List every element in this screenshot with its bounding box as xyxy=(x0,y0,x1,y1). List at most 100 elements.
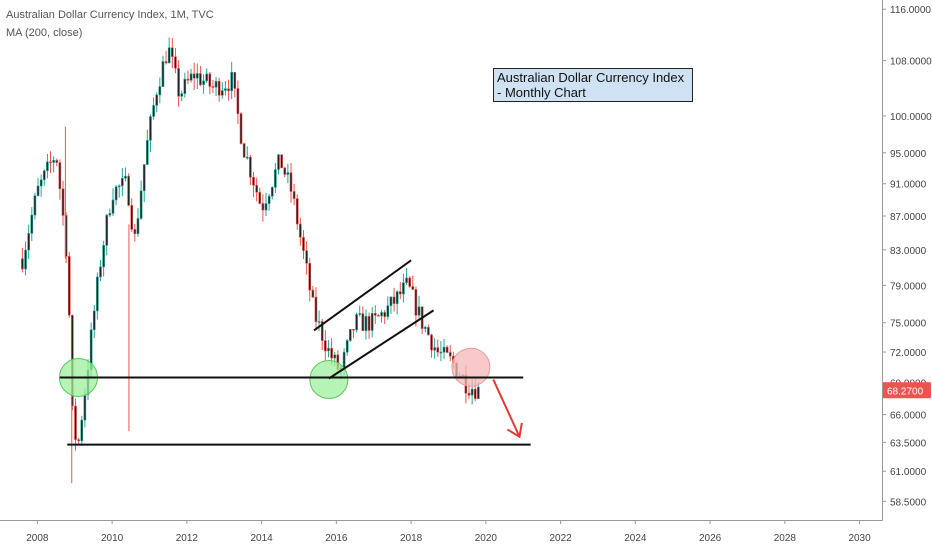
candle-body xyxy=(427,326,430,336)
candle-body xyxy=(146,140,149,165)
candle-body xyxy=(364,315,368,332)
y-tick-label: 66.0000 xyxy=(890,411,927,422)
chart-title: Australian Dollar Currency Index, 1M, TV… xyxy=(6,9,214,21)
y-tick-label: 87.0000 xyxy=(890,212,927,223)
candle-body xyxy=(220,90,224,96)
candle-body xyxy=(133,229,137,235)
candle-body xyxy=(358,313,362,315)
candle-body xyxy=(192,73,196,79)
last-price-label: 68.2700 xyxy=(887,386,924,397)
candle-body xyxy=(67,256,71,316)
candle-body xyxy=(333,354,337,359)
candle-body xyxy=(395,291,399,304)
candle-body xyxy=(214,81,218,88)
candle-body xyxy=(74,405,77,440)
candle-body xyxy=(105,214,109,246)
x-tick-label: 2012 xyxy=(176,533,199,544)
candle-body xyxy=(417,306,421,316)
red-circle-2019 xyxy=(451,347,491,387)
candle-body xyxy=(152,105,155,117)
candle-body xyxy=(202,80,205,86)
candle-body xyxy=(242,143,246,158)
down-arrow-shaft xyxy=(492,379,521,438)
candle-body xyxy=(208,73,212,87)
indicator-label: MA (200, close) xyxy=(6,27,83,39)
candle-body xyxy=(295,198,299,225)
candle-body xyxy=(236,88,240,114)
y-tick-label: 58.5000 xyxy=(890,497,927,508)
x-tick-label: 2030 xyxy=(848,533,871,544)
y-tick-label: 63.5000 xyxy=(890,438,927,449)
y-tick-label: 100.0000 xyxy=(890,112,932,123)
candle-body xyxy=(142,164,146,192)
candle-body xyxy=(167,47,171,64)
candle-body xyxy=(473,388,477,400)
candle-body xyxy=(211,86,215,88)
candle-body xyxy=(470,388,474,396)
candle-body xyxy=(224,88,227,91)
candle-body xyxy=(430,334,433,351)
candle-body xyxy=(217,81,221,96)
candle-body xyxy=(199,73,202,86)
candle-body xyxy=(108,213,112,216)
candle-body xyxy=(49,161,52,164)
x-tick-label: 2028 xyxy=(774,533,797,544)
candle-body xyxy=(445,346,449,353)
candle-body xyxy=(274,169,277,188)
candle-body xyxy=(258,191,262,204)
candle-body xyxy=(80,419,84,442)
candle-body xyxy=(136,218,140,235)
candle-body xyxy=(249,156,252,178)
y-tick-label: 108.0000 xyxy=(890,57,932,68)
candle-body xyxy=(442,346,446,353)
x-tick-label: 2016 xyxy=(325,533,348,544)
candle-body xyxy=(314,296,318,322)
candle-body xyxy=(477,386,480,400)
candle-body xyxy=(102,245,105,268)
candle-body xyxy=(389,296,393,307)
candle-body xyxy=(324,340,327,352)
down-arrow-head xyxy=(506,422,523,439)
candle-body xyxy=(121,177,124,187)
candle-body xyxy=(405,277,408,283)
candle-body xyxy=(61,188,65,216)
candle-body xyxy=(467,392,471,396)
candle-body xyxy=(436,347,440,353)
candle-body xyxy=(55,160,59,163)
candle-body xyxy=(96,276,99,312)
candle-body xyxy=(345,340,349,353)
candle-body xyxy=(299,223,302,238)
candle-body xyxy=(42,170,46,181)
candle-body xyxy=(149,116,152,141)
candle-body xyxy=(398,291,402,295)
candle-body xyxy=(448,352,452,357)
candle-body xyxy=(127,175,130,206)
candle-body xyxy=(355,314,358,331)
y-tick-label: 95.0000 xyxy=(890,149,927,160)
candle-body xyxy=(99,266,102,278)
candle-body xyxy=(36,185,40,197)
candle-body xyxy=(352,329,355,331)
candle-body xyxy=(171,47,174,57)
annotation-note: Australian Dollar Currency Index - Month… xyxy=(493,68,693,102)
candle-body xyxy=(311,289,315,298)
candle-body xyxy=(30,214,34,234)
candle-body xyxy=(155,94,159,106)
candle-body xyxy=(233,72,237,89)
candle-body xyxy=(433,347,436,351)
candle-body xyxy=(239,113,243,144)
candle-body xyxy=(377,315,380,317)
y-tick-label: 91.0000 xyxy=(890,180,927,191)
candle-body xyxy=(58,162,62,190)
candle-body xyxy=(180,93,183,97)
candle-body xyxy=(164,61,168,64)
candle-body xyxy=(117,185,121,188)
candle-body xyxy=(320,321,324,341)
candle-body xyxy=(227,88,230,92)
x-tick-label: 2014 xyxy=(250,533,273,544)
candle-body xyxy=(130,205,134,230)
candle-body xyxy=(392,296,396,304)
candle-body xyxy=(408,277,411,287)
